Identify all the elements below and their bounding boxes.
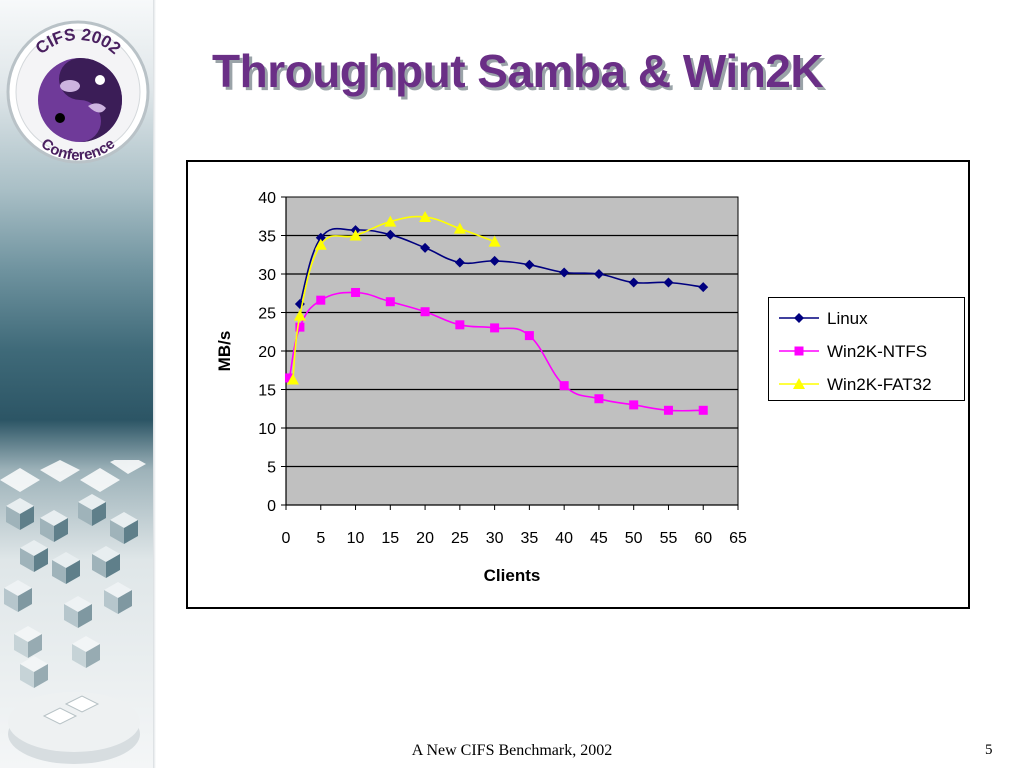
point-win2k-fat32-1 [286,373,299,385]
point-win2k-ntfs-0.5 [284,373,294,383]
legend-label-fat32: Win2K-FAT32 [827,375,932,394]
legend-marker-linux [779,313,819,323]
point-win2k-ntfs-15 [385,297,395,307]
slide-title: Throughput Samba & Win2K [212,45,824,97]
point-win2k-ntfs-40 [559,381,569,391]
x-tick-label-25: 25 [451,530,469,547]
x-tick-label-35: 35 [520,530,538,547]
legend-label-ntfs: Win2K-NTFS [827,342,928,361]
x-tick-label-5: 5 [316,530,325,547]
point-win2k-ntfs-50 [629,400,639,410]
x-axis-title: Clients [484,566,541,585]
point-win2k-ntfs-60 [698,405,708,415]
legend-label-linux: Linux [827,309,868,328]
x-tick-label-30: 30 [486,530,504,547]
y-tick-label-10: 10 [258,421,276,438]
y-axis-title: MB/s [215,331,234,372]
point-win2k-fat32-25 [453,222,466,234]
point-win2k-ntfs-30 [490,323,500,333]
legend-marker-fat32 [779,378,819,389]
point-win2k-ntfs-2 [295,322,305,332]
slide-footer: A New CIFS Benchmark, 2002 [411,742,613,759]
y-tick-label-5: 5 [267,460,276,477]
y-tick-label-0: 0 [267,498,276,515]
point-linux-25 [454,257,465,268]
chart-legend: Linux Win2K-NTFS Win2K-FAT32 [768,297,965,401]
cifs-conference-logo: CIFS 2002 Conference [6,20,150,164]
point-win2k-ntfs-10 [351,287,361,297]
point-win2k-ntfs-35 [524,331,534,341]
point-linux-20 [420,242,431,253]
x-tick-label-40: 40 [555,530,573,547]
point-linux-5 [315,232,326,243]
cube-decoration [0,460,146,764]
point-linux-30 [489,255,500,266]
sidebar-edge [153,0,156,768]
point-win2k-ntfs-20 [420,307,430,317]
x-tick-label-55: 55 [660,530,678,547]
y-tick-label-25: 25 [258,306,276,323]
point-linux-15 [385,229,396,240]
point-win2k-fat32-20 [419,211,432,223]
y-tick-label-20: 20 [258,344,276,361]
x-tick-label-10: 10 [347,530,365,547]
point-linux-60 [698,282,709,293]
point-linux-35 [524,259,535,270]
point-win2k-fat32-10 [349,229,362,241]
legend-marker-ntfs [779,346,819,356]
y-tick-label-15: 15 [258,383,276,400]
y-tick-label-40: 40 [258,190,276,207]
y-tick-label-30: 30 [258,267,276,284]
point-win2k-ntfs-5 [316,295,326,305]
x-tick-label-60: 60 [694,530,712,547]
point-win2k-fat32-5 [314,238,327,250]
x-tick-label-0: 0 [282,530,291,547]
x-tick-label-15: 15 [381,530,399,547]
point-win2k-fat32-30 [488,235,501,247]
x-tick-label-65: 65 [729,530,747,547]
point-win2k-fat32-15 [384,215,397,227]
y-tick-label-35: 35 [258,229,276,246]
point-linux-40 [559,267,570,278]
point-win2k-ntfs-25 [455,320,465,330]
point-linux-45 [593,269,604,279]
x-tick-label-45: 45 [590,530,608,547]
point-win2k-ntfs-45 [594,394,604,404]
page-number: 5 [985,742,993,758]
point-win2k-fat32-2 [293,309,306,321]
point-win2k-ntfs-55 [663,405,673,415]
point-linux-50 [628,277,639,288]
x-tick-label-50: 50 [625,530,643,547]
x-tick-label-20: 20 [416,530,434,547]
point-linux-55 [663,277,674,288]
